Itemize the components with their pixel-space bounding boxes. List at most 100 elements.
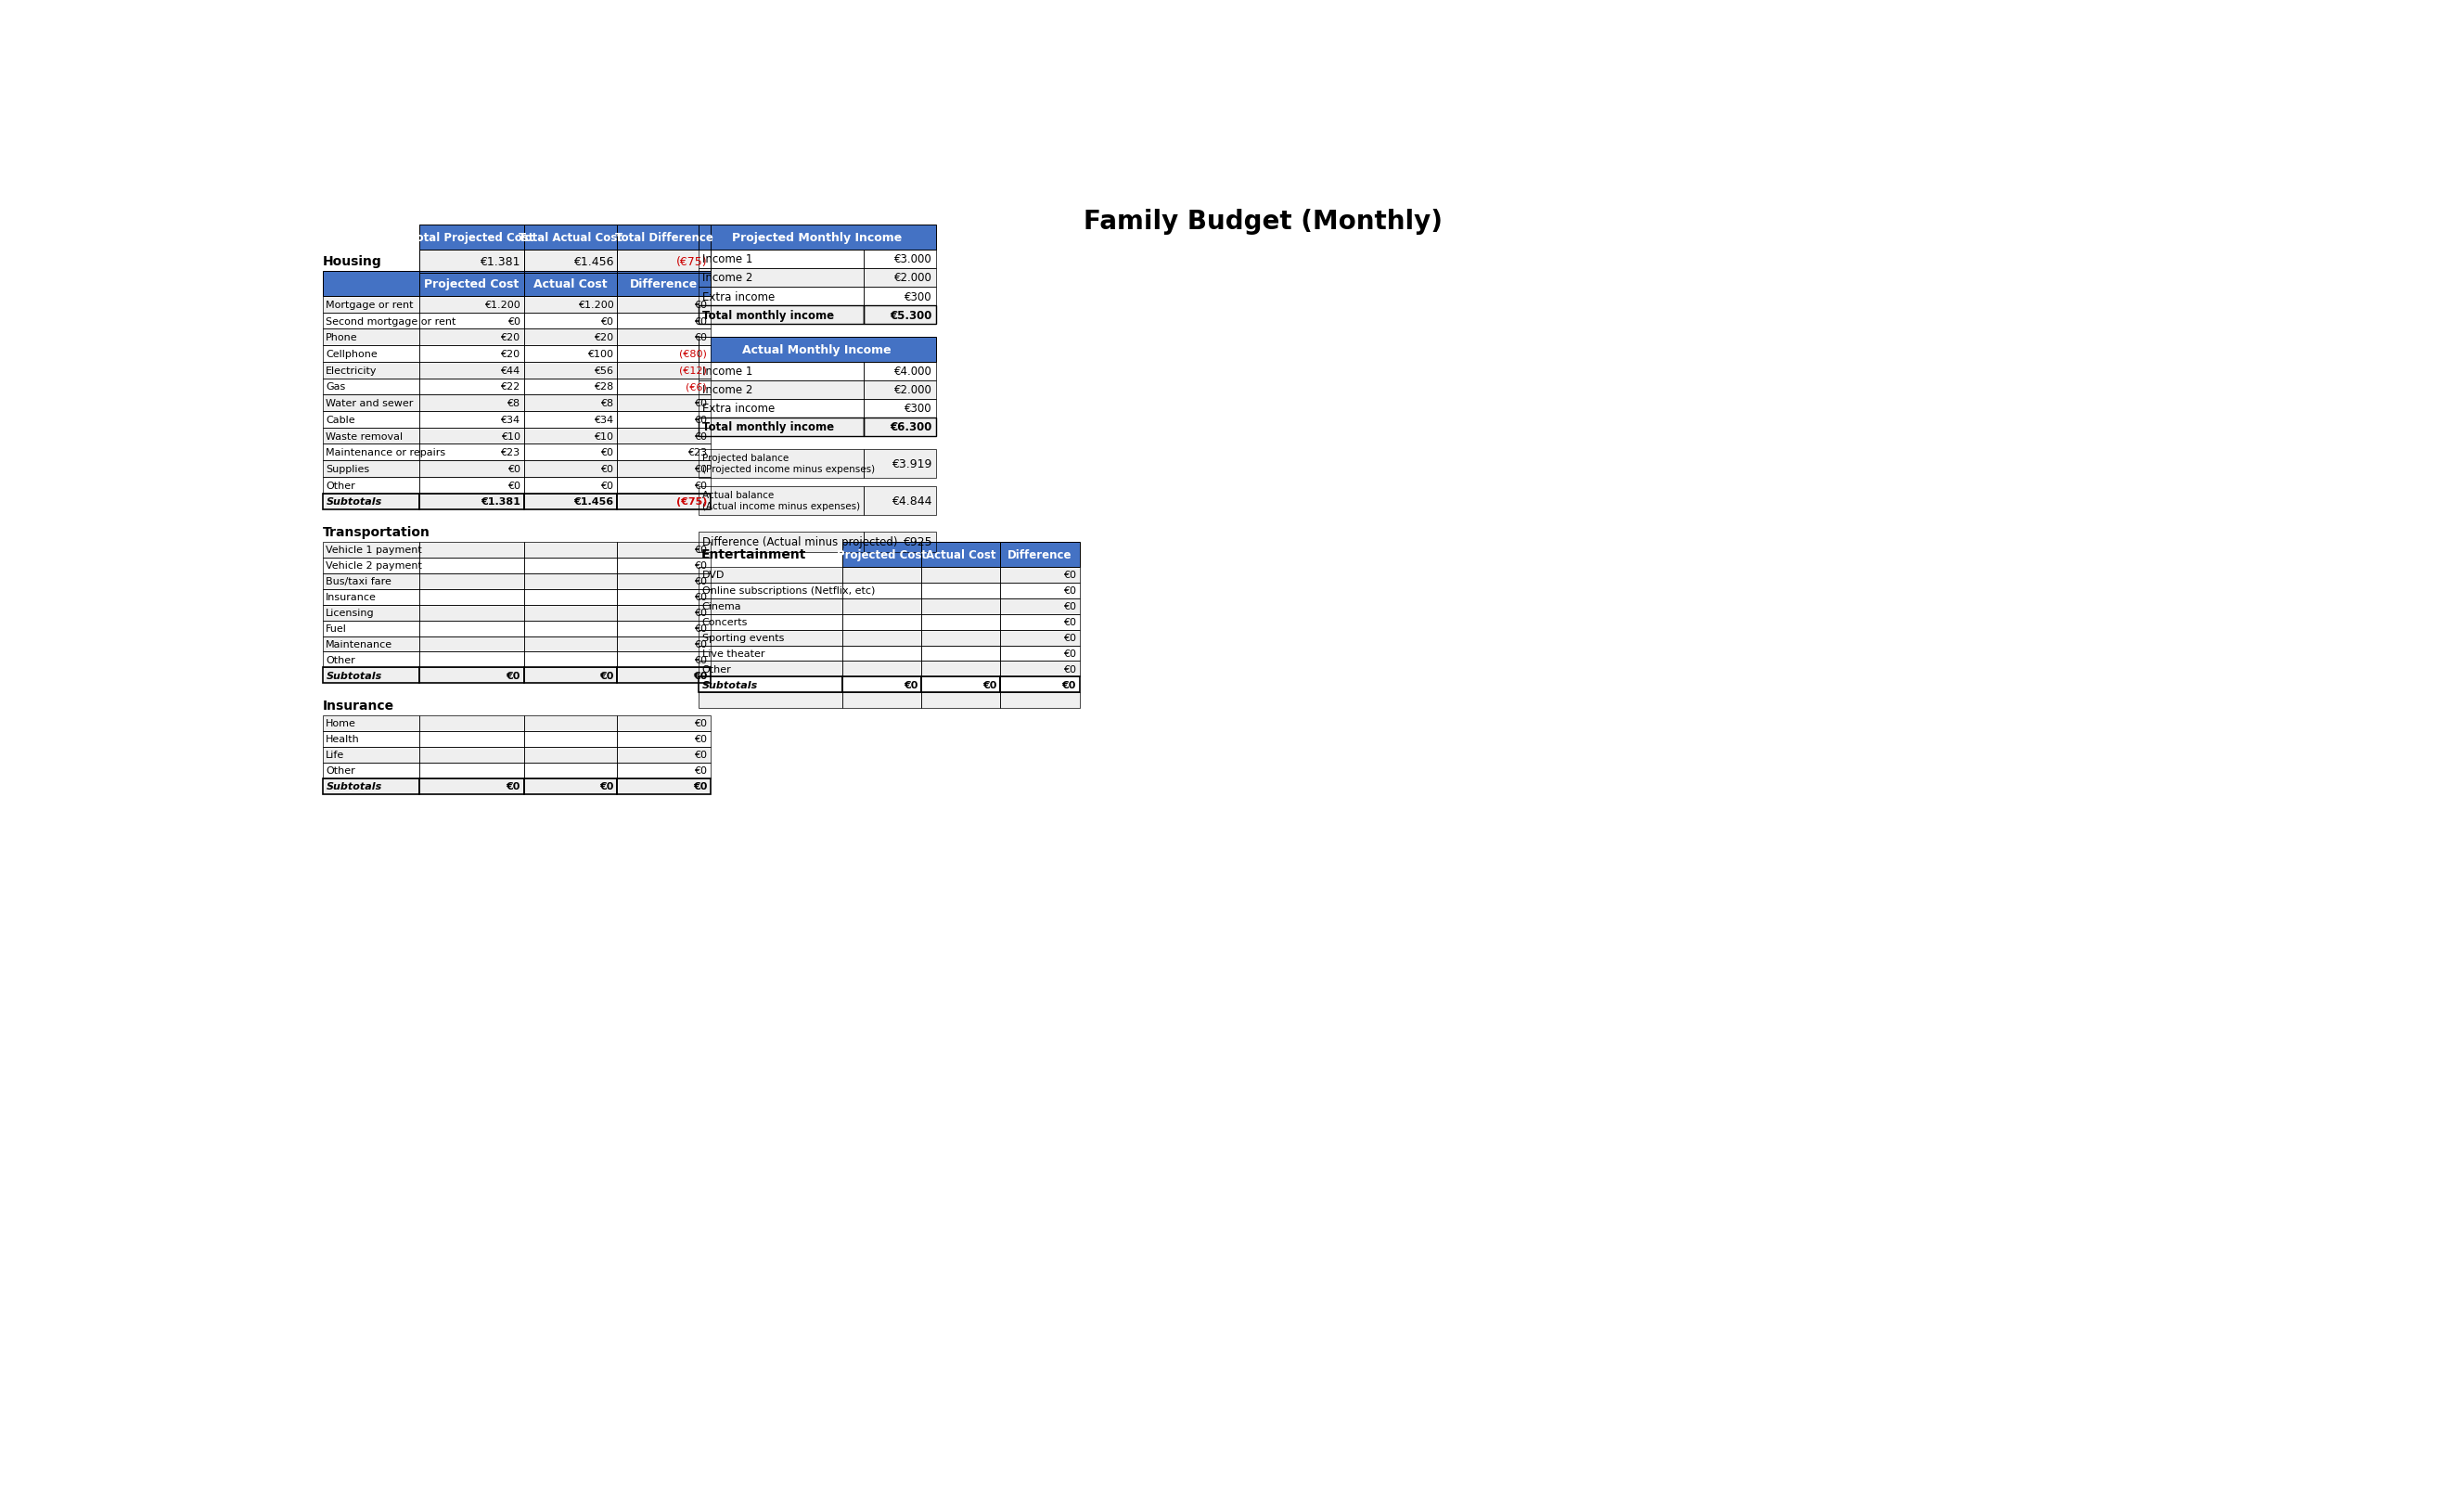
Bar	[616, 395, 710, 412]
Text: €0: €0	[505, 671, 520, 680]
Text: €0: €0	[601, 465, 614, 474]
Bar	[616, 330, 710, 346]
Bar	[323, 346, 419, 362]
Bar	[323, 543, 419, 558]
Bar	[697, 382, 865, 400]
Bar	[865, 449, 936, 479]
Bar	[419, 250, 525, 273]
Text: €5.300: €5.300	[890, 309, 931, 322]
Bar	[419, 494, 525, 510]
Bar	[525, 477, 616, 494]
Bar	[1000, 614, 1079, 631]
Bar	[525, 412, 616, 428]
Bar	[616, 620, 710, 637]
Bar	[323, 412, 419, 428]
Bar	[419, 330, 525, 346]
Bar	[419, 652, 525, 668]
Bar	[616, 732, 710, 747]
Text: €1.381: €1.381	[480, 256, 520, 268]
Text: Actual balance
(Actual income minus expenses): Actual balance (Actual income minus expe…	[702, 491, 860, 511]
Text: €0: €0	[1062, 571, 1077, 580]
Bar	[697, 599, 843, 614]
Bar	[843, 543, 922, 567]
Bar	[697, 225, 936, 250]
Text: Cable: Cable	[325, 416, 355, 425]
Bar	[865, 250, 936, 268]
Bar	[616, 574, 710, 589]
Text: €0: €0	[695, 719, 707, 728]
Bar	[697, 225, 936, 250]
Bar	[697, 646, 843, 662]
Text: Life: Life	[325, 750, 345, 760]
Text: €0: €0	[1062, 617, 1077, 626]
Bar	[419, 444, 525, 461]
Bar	[1000, 662, 1079, 677]
Text: Subtotals: Subtotals	[325, 498, 382, 507]
Bar	[525, 379, 616, 395]
Bar	[697, 599, 843, 614]
Bar	[525, 652, 616, 668]
Text: Live theater: Live theater	[702, 649, 764, 659]
Text: €1.456: €1.456	[574, 498, 614, 507]
Bar	[616, 412, 710, 428]
Text: Difference (Actual minus projected): Difference (Actual minus projected)	[702, 537, 897, 549]
Bar	[525, 763, 616, 778]
Text: (€6): (€6)	[685, 382, 707, 392]
Bar	[616, 225, 710, 250]
Bar	[616, 477, 710, 494]
Bar	[419, 297, 525, 313]
Bar	[697, 693, 843, 708]
Bar	[323, 732, 419, 747]
Bar	[1000, 677, 1079, 693]
Bar	[323, 477, 419, 494]
Text: €300: €300	[904, 403, 931, 414]
Bar	[1000, 599, 1079, 614]
Text: €0: €0	[599, 781, 614, 792]
Text: €925: €925	[902, 537, 931, 549]
Bar	[323, 379, 419, 395]
Bar	[525, 412, 616, 428]
Text: €0: €0	[692, 781, 707, 792]
Bar	[419, 637, 525, 652]
Bar	[525, 225, 616, 250]
Bar	[323, 379, 419, 395]
Bar	[323, 637, 419, 652]
Bar	[922, 583, 1000, 599]
Text: €20: €20	[594, 332, 614, 343]
Bar	[616, 444, 710, 461]
Bar	[616, 271, 710, 297]
Text: €4.000: €4.000	[894, 365, 931, 377]
Bar	[419, 313, 525, 330]
Bar	[865, 306, 936, 325]
Bar	[697, 306, 865, 325]
Text: €1.456: €1.456	[574, 256, 614, 268]
Bar	[1000, 583, 1079, 599]
Bar	[419, 558, 525, 574]
Bar	[697, 306, 865, 325]
Text: €0: €0	[1062, 680, 1077, 690]
Bar	[323, 716, 419, 732]
Bar	[865, 382, 936, 400]
Text: Insurance: Insurance	[325, 592, 377, 602]
Bar	[697, 677, 843, 693]
Bar	[616, 747, 710, 763]
Text: €0: €0	[599, 671, 614, 680]
Bar	[419, 778, 525, 795]
Bar	[323, 461, 419, 477]
Bar	[697, 646, 843, 662]
Bar	[525, 652, 616, 668]
Text: Subtotals: Subtotals	[325, 781, 382, 792]
Bar	[922, 599, 1000, 614]
Bar	[525, 461, 616, 477]
Text: €6.300: €6.300	[890, 422, 931, 434]
Bar	[616, 558, 710, 574]
Bar	[525, 494, 616, 510]
Bar	[922, 662, 1000, 677]
Bar	[616, 412, 710, 428]
Bar	[616, 250, 710, 273]
Bar	[525, 637, 616, 652]
Bar	[323, 620, 419, 637]
Text: €0: €0	[695, 432, 707, 441]
Bar	[419, 362, 525, 379]
Bar	[323, 637, 419, 652]
